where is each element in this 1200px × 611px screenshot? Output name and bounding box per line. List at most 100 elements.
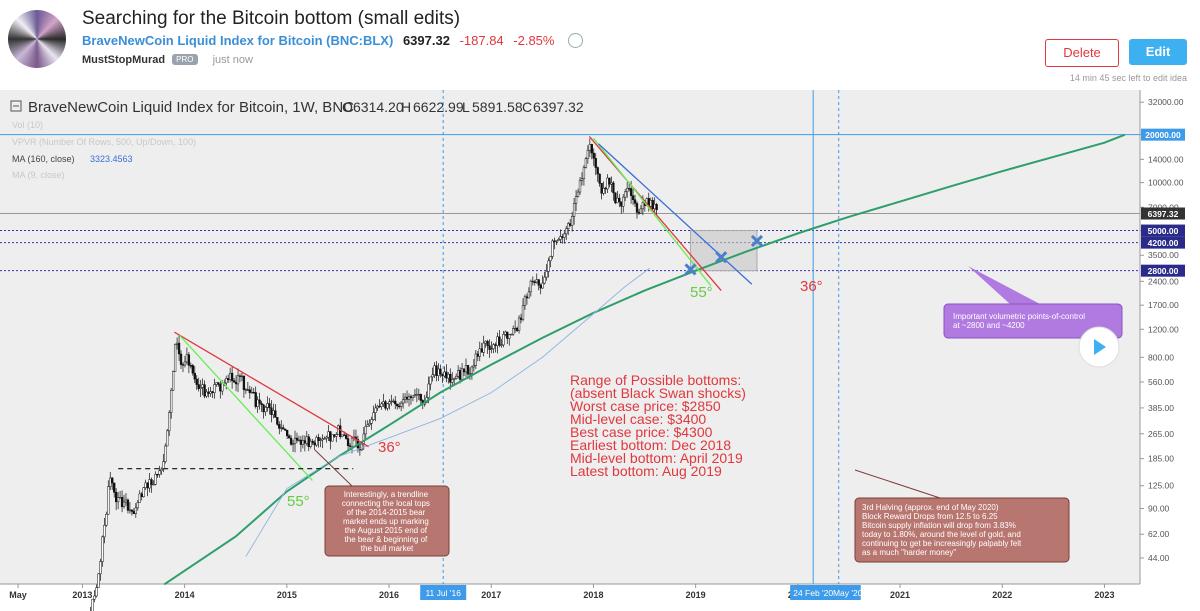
play-button[interactable] [1078, 326, 1120, 368]
candle-body [179, 353, 183, 365]
candle-body [460, 368, 464, 380]
chart-area[interactable]: 44.00 62.00 90.00 125.00 185.00 265.00 385.00 5… [0, 90, 1200, 611]
y-tick-label: 32000.00 [1148, 97, 1184, 107]
candle-body [427, 383, 430, 398]
candle-body [116, 497, 120, 503]
candle-body [578, 180, 582, 193]
symbol-name-link[interactable]: BraveNewCoin Liquid Index for Bitcoin [82, 33, 323, 48]
candle-body [317, 437, 320, 441]
y-tick-label: 1700.00 [1148, 300, 1179, 310]
candle-body [199, 387, 202, 389]
candle-body [201, 384, 204, 388]
collapse-legend-icon[interactable] [10, 100, 22, 112]
edit-button[interactable]: Edit [1129, 39, 1187, 65]
candle-body [185, 354, 189, 363]
date-flag-label: 24 Feb '20 [793, 588, 833, 598]
candle-body [321, 438, 324, 441]
candle-body [627, 188, 631, 190]
candle-body [148, 479, 151, 489]
candle-body [488, 345, 491, 350]
candle-body [590, 144, 593, 154]
y-tick-label: 90.00 [1148, 503, 1170, 513]
candle-body [246, 389, 249, 391]
candle-body [429, 376, 432, 385]
candle-body [360, 443, 363, 451]
author-name[interactable]: MustStopMurad [82, 54, 166, 66]
y-tick-label: 7000.00 [1148, 202, 1179, 212]
candle-body [572, 203, 576, 217]
price-label: 5000.00 [1148, 226, 1179, 236]
candle-body [211, 391, 214, 394]
candle-body [195, 378, 198, 385]
candle-body [606, 177, 609, 190]
y-tick-label: 385.00 [1148, 403, 1174, 413]
candle-body [527, 291, 531, 299]
delete-button[interactable]: Delete [1045, 39, 1119, 67]
alarm-clock-icon[interactable] [568, 33, 584, 48]
candle-body [443, 371, 446, 377]
candle-body [181, 364, 185, 366]
candle-body [374, 407, 377, 413]
candle-body [175, 342, 179, 345]
price-label-bg [1141, 224, 1185, 237]
chart-svg[interactable]: 44.00 62.00 90.00 125.00 185.00 265.00 385.00 5… [0, 90, 1200, 611]
legend-h-label: H [401, 99, 411, 115]
candle-body [451, 379, 454, 383]
x-tick-label: 2014 [175, 590, 195, 600]
candle-body [549, 256, 552, 262]
legend-o-value: 6314.20 [353, 99, 404, 115]
candle-body [399, 402, 403, 407]
candle-body [254, 392, 257, 407]
candle-body [97, 573, 100, 588]
candle-body [608, 177, 611, 185]
pro-badge: PRO [172, 54, 198, 65]
candle-body [445, 371, 448, 379]
candle-body [624, 191, 627, 198]
candle-body [537, 279, 540, 286]
candle-body [305, 436, 308, 444]
halving-note-box[interactable]: 3rd Halving (approx. end of May 2020) Bl… [854, 469, 1070, 563]
candle-body [105, 513, 108, 526]
candle-body [350, 437, 354, 447]
candle-body [240, 375, 244, 378]
candle-body [405, 396, 409, 400]
price-label: 6397.32 [1148, 209, 1179, 219]
trendline-note-bg [324, 485, 450, 557]
trendline-note-box[interactable]: Interestingly, a trendline connecting th… [314, 449, 450, 557]
candle-body [238, 375, 242, 377]
symbol-code-link[interactable]: (BNC:BLX) [326, 33, 394, 48]
x-tick-label: 2023 [1094, 590, 1114, 600]
volume-note-box[interactable]: Important volumetric points-of-control a… [943, 266, 1123, 339]
candle-body [158, 470, 161, 475]
candle-body [569, 223, 572, 226]
candle-body [270, 407, 273, 415]
candle-body [521, 305, 525, 320]
candle-body [372, 412, 375, 420]
candle-body [506, 331, 509, 339]
x-tick-label: 2022 [992, 590, 1012, 600]
candle-body [510, 333, 513, 336]
candle-body [256, 399, 259, 407]
candle-body [384, 401, 387, 409]
volume-note-bg [943, 303, 1123, 339]
candle-body [115, 492, 118, 503]
ma160-line [245, 267, 650, 557]
candle-body [160, 468, 163, 472]
candle-body [535, 279, 538, 283]
author-avatar[interactable] [8, 10, 66, 68]
candle-body [299, 439, 303, 445]
candle-body [612, 182, 615, 194]
candle-body [470, 366, 474, 374]
legend-c-label: C [522, 99, 532, 115]
candle-body [655, 204, 658, 211]
candle-body [225, 378, 228, 384]
candle-body [173, 344, 177, 372]
candle-body [348, 445, 352, 447]
y-tick-label: 44.00 [1148, 553, 1170, 563]
candle-body [264, 407, 267, 413]
bottom-marker-cross [750, 234, 764, 248]
play-icon [1094, 339, 1106, 355]
log-growth-curve [163, 133, 1126, 586]
candle-body [113, 482, 116, 493]
candle-body [335, 434, 338, 437]
